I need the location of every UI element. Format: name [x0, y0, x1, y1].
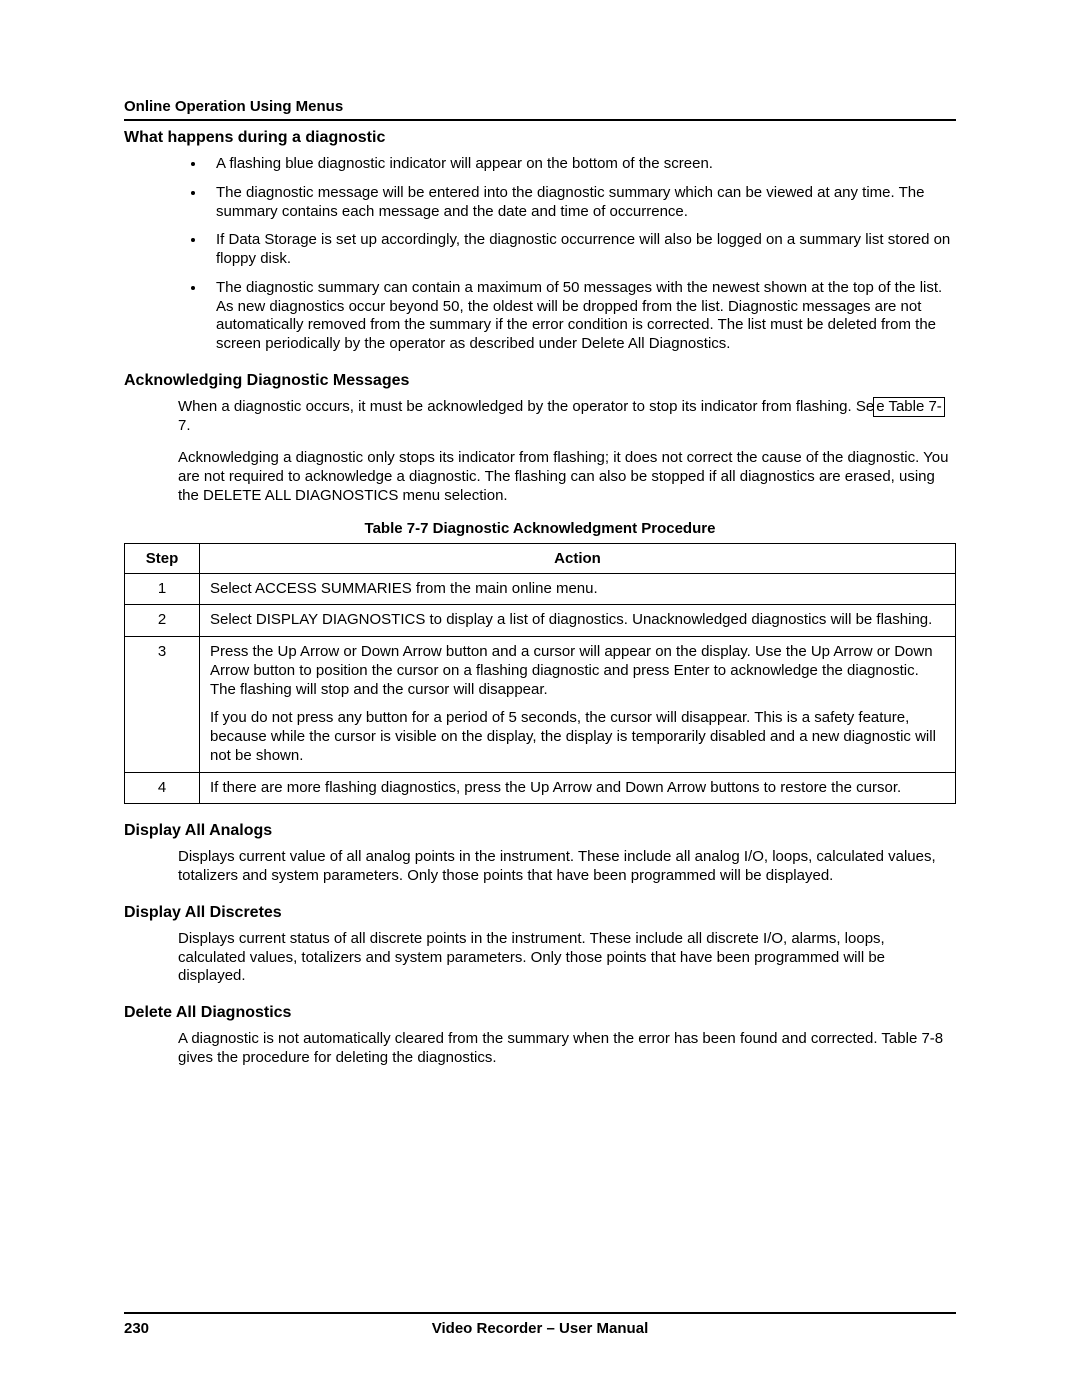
table-row: 4 If there are more flashing diagnostics… — [125, 772, 956, 804]
table-header-row: Step Action — [125, 543, 956, 573]
cell-action: If there are more flashing diagnostics, … — [200, 772, 956, 804]
diagnostic-bullet-list: A flashing blue diagnostic indicator wil… — [124, 155, 956, 354]
table-caption: Table 7-7 Diagnostic Acknowledgment Proc… — [124, 520, 956, 537]
table-row: 1 Select ACCESS SUMMARIES from the main … — [125, 573, 956, 605]
table-row: 2 Select DISPLAY DIAGNOSTICS to display … — [125, 605, 956, 637]
table-row: 3 Press the Up Arrow or Down Arrow butto… — [125, 637, 956, 773]
text-run: When a diagnostic occurs, it must be ack… — [178, 398, 874, 415]
section-title-delete: Delete All Diagnostics — [124, 1004, 956, 1022]
list-item: If Data Storage is set up accordingly, t… — [206, 231, 956, 269]
cell-paragraph: Select DISPLAY DIAGNOSTICS to display a … — [210, 611, 945, 630]
section-title-discretes: Display All Discretes — [124, 904, 956, 922]
section-title-ack: Acknowledging Diagnostic Messages — [124, 372, 956, 390]
procedure-table: Step Action 1 Select ACCESS SUMMARIES fr… — [124, 543, 956, 805]
col-header-action: Action — [200, 543, 956, 573]
page-footer: 230 Video Recorder – User Manual — [124, 1278, 956, 1337]
header-rule — [124, 119, 956, 121]
body-paragraph: Acknowledging a diagnostic only stops it… — [178, 449, 956, 505]
section-title-diagnostic: What happens during a diagnostic — [124, 129, 956, 147]
footer-spacer — [876, 1320, 956, 1337]
cell-paragraph: If you do not press any button for a per… — [210, 709, 945, 765]
list-item: The diagnostic message will be entered i… — [206, 184, 956, 222]
cell-step: 1 — [125, 573, 200, 605]
cell-action: Press the Up Arrow or Down Arrow button … — [200, 637, 956, 773]
col-header-step: Step — [125, 543, 200, 573]
body-paragraph: A diagnostic is not automatically cleare… — [178, 1030, 956, 1068]
cell-step: 3 — [125, 637, 200, 773]
section-title-analogs: Display All Analogs — [124, 822, 956, 840]
document-page: Online Operation Using Menus What happen… — [0, 0, 1080, 1397]
cell-action: Select DISPLAY DIAGNOSTICS to display a … — [200, 605, 956, 637]
list-item: A flashing blue diagnostic indicator wil… — [206, 155, 956, 174]
cell-paragraph: Press the Up Arrow or Down Arrow button … — [210, 643, 945, 699]
footer-rule — [124, 1312, 956, 1314]
cell-paragraph: If there are more flashing diagnostics, … — [210, 779, 945, 798]
page-number: 230 — [124, 1320, 204, 1337]
cell-step: 2 — [125, 605, 200, 637]
table-ref-link[interactable]: e Table 7- — [874, 398, 944, 416]
running-header: Online Operation Using Menus — [124, 98, 956, 115]
body-paragraph: When a diagnostic occurs, it must be ack… — [178, 398, 956, 436]
footer-title: Video Recorder – User Manual — [204, 1320, 876, 1337]
body-paragraph: Displays current value of all analog poi… — [178, 848, 956, 886]
body-paragraph: Displays current status of all discrete … — [178, 930, 956, 986]
cell-paragraph: Select ACCESS SUMMARIES from the main on… — [210, 580, 945, 599]
text-run: 7. — [178, 417, 191, 434]
cell-action: Select ACCESS SUMMARIES from the main on… — [200, 573, 956, 605]
list-item: The diagnostic summary can contain a max… — [206, 279, 956, 354]
cell-step: 4 — [125, 772, 200, 804]
